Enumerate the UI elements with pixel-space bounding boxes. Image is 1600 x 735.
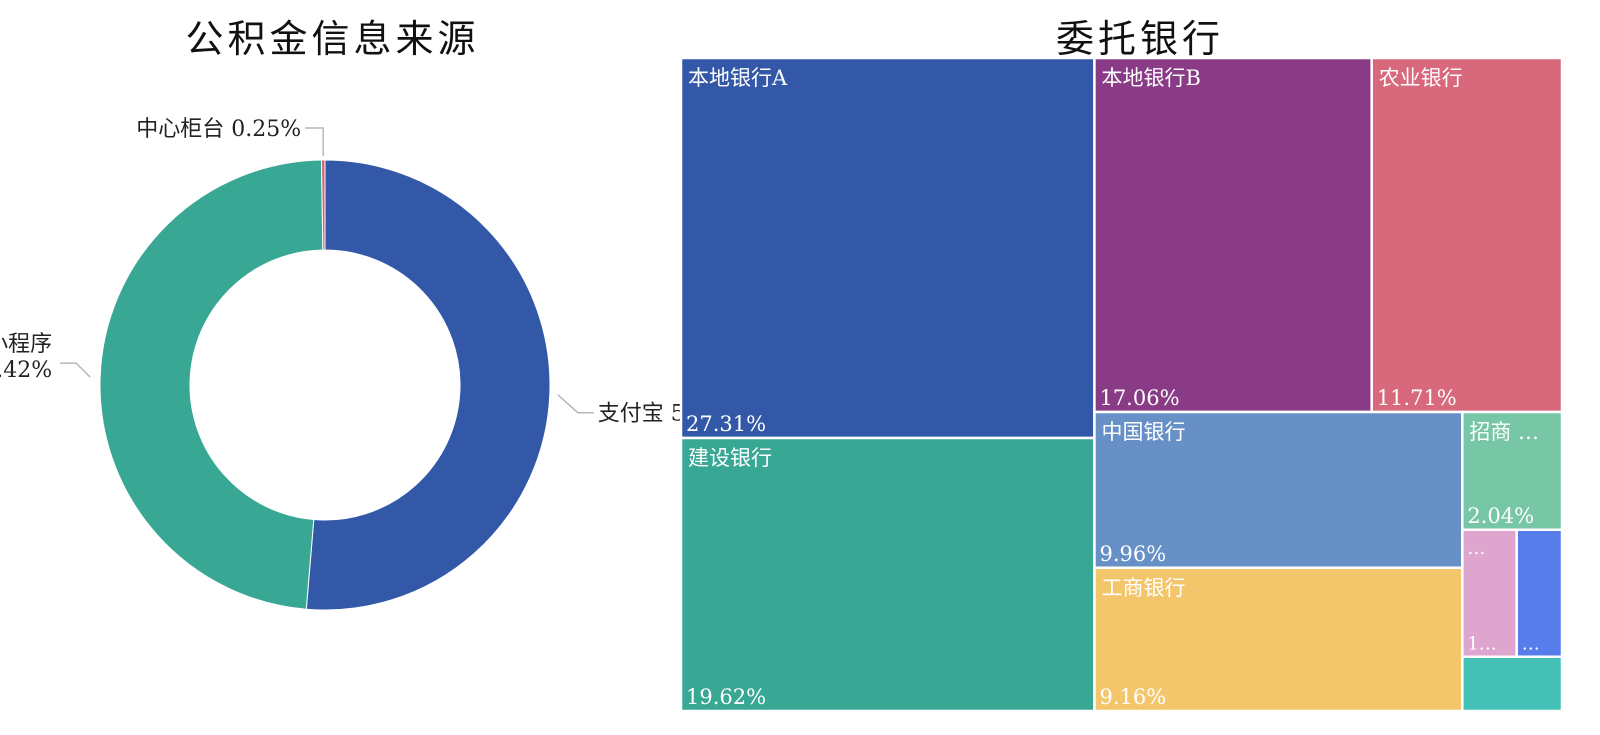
treemap-value-label: 27.31% xyxy=(686,412,766,436)
treemap-cell: … 1… xyxy=(1461,528,1518,658)
treemap-cell: 本地银行A 27.31% xyxy=(679,56,1096,440)
donut-label: 48.42% xyxy=(0,358,52,383)
treemap-cell xyxy=(1461,655,1564,713)
treemap-value-label: 19.62% xyxy=(686,685,766,709)
treemap-name-label: 建设银行 xyxy=(688,446,772,470)
leader-line xyxy=(60,362,91,378)
treemap-value-label: 9.96% xyxy=(1099,542,1166,566)
donut-slice xyxy=(320,159,326,251)
donut-chart-title: 公积金信息来源 xyxy=(185,17,480,61)
treemap-cell: … xyxy=(1515,528,1564,658)
donut-label: 支付宝 51.32% xyxy=(598,402,680,427)
treemap-cell: 招商 … 2.04% xyxy=(1461,410,1564,532)
treemap-name-label: … xyxy=(1467,538,1485,559)
treemap-name-label: 本地银行B xyxy=(1101,66,1200,90)
treemap-value-label: 2.04% xyxy=(1467,504,1534,528)
donut-slice xyxy=(305,159,551,611)
donut-label: 微信小程序 xyxy=(0,332,52,357)
treemap-value-label: 9.16% xyxy=(1099,685,1166,709)
treemap-value-label: 1… xyxy=(1467,634,1496,655)
treemap-value-label: … xyxy=(1522,634,1540,655)
donut-label: 中心柜台 0.25% xyxy=(136,117,301,142)
leader-line xyxy=(557,394,594,414)
treemap-cell: 工商银行 9.16% xyxy=(1093,566,1464,713)
treemap-cell: 农业银行 11.71% xyxy=(1370,56,1564,414)
treemap-name-label: 本地银行A xyxy=(688,66,788,90)
treemap-title: 委托银行 xyxy=(1055,17,1224,61)
treemap-name-label: 招商 … xyxy=(1469,420,1539,444)
treemap-name-label: 中国银行 xyxy=(1101,420,1185,444)
leader-line xyxy=(305,127,324,157)
treemap-cell: 中国银行 9.96% xyxy=(1093,410,1464,570)
treemap-cell: 建设银行 19.62% xyxy=(679,436,1096,713)
treemap-name-label: 农业银行 xyxy=(1379,66,1463,90)
donut-slice xyxy=(99,159,324,610)
treemap-name-label: 工商银行 xyxy=(1101,576,1185,600)
treemap-value-label: 11.71% xyxy=(1377,386,1457,410)
treemap-value-label: 17.06% xyxy=(1099,386,1179,410)
treemap-cell: 本地银行B 17.06% xyxy=(1093,56,1373,414)
donut-chart: 支付宝 51.32% 微信小程序48.42% 中心柜台 0.25% xyxy=(0,117,680,611)
